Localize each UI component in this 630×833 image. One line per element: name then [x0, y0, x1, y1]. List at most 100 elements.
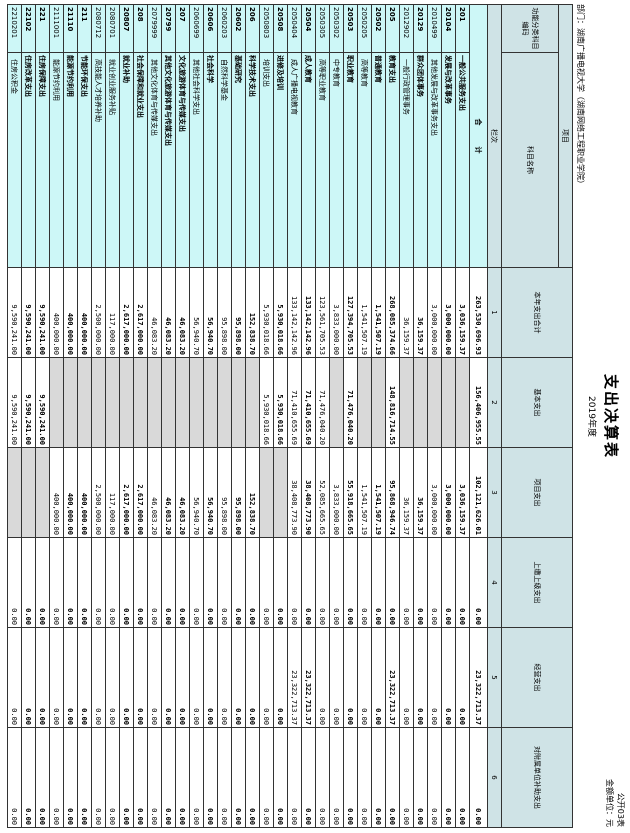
table-row: 20104 发展与改革事务 3,000,000.00 3,000,000.00 0.00…: [441, 4, 456, 828]
row-code: 2080712: [91, 4, 106, 53]
row-code: 20504: [301, 4, 316, 53]
row-code: 221: [35, 4, 50, 53]
table-row: 2060203 自然科学基金 95,898.00 95,898.00 0.00 0.00 0…: [217, 4, 232, 828]
table-row: 20602 基础研究 95,898.00 95,898.00 0.00 0.00 0.00: [231, 4, 246, 828]
table-row: 20807 就业补助 2,617,000.00 2,617,000.00 0.00 0.0…: [119, 4, 134, 828]
header-code: 功能分类科目编码: [501, 4, 559, 53]
amount-unit: 金额单位：元: [605, 779, 614, 827]
cell-3: [21, 447, 36, 538]
row-code: 20104: [441, 4, 456, 53]
row-name: 科学技术支出: [245, 52, 260, 268]
row-code: 20503: [343, 4, 358, 53]
cell-2: [441, 357, 456, 448]
cell-6: 0.00: [119, 727, 134, 828]
header-name: 科目名称: [501, 52, 559, 268]
cell-3: 46,083.20: [175, 447, 190, 538]
cell-5: 23,322,713.37: [287, 627, 302, 728]
cell-4: 0.00: [357, 537, 372, 628]
cell-2: 156,406,955.55: [469, 357, 488, 448]
cell-3: 400,000.00: [77, 447, 92, 538]
table-row: 2111001 能源节约利用 400,000.00 400,000.00 0.00 0.0…: [49, 4, 64, 828]
cell-4: 0.00: [385, 537, 400, 628]
cell-1: 56,940.70: [203, 267, 218, 358]
cell-1: 2,500,000.00: [91, 267, 106, 358]
col-header-3: 项目支出: [501, 447, 573, 538]
cell-2: [119, 357, 134, 448]
row-name: 基础研究: [231, 52, 246, 268]
row-name: 社会科学: [203, 52, 218, 268]
cell-6: 0.00: [21, 727, 36, 828]
cell-1: 400,000.00: [49, 267, 64, 358]
cell-4: 0.00: [21, 537, 36, 628]
cell-2: 71,410,655.69: [287, 357, 302, 448]
col-header-4: 上缴上级支出: [501, 537, 573, 628]
cell-3: 95,868,946.74: [385, 447, 400, 538]
table-row: 2050803 培训支出 5,930,018.66 5,930,018.66 0.00 0…: [259, 4, 274, 828]
col-number-4: 4: [487, 537, 502, 628]
fiscal-year: 2019年度: [586, 396, 596, 437]
cell-4: 0.00: [469, 537, 488, 628]
row-name: 住房改革支出: [21, 52, 36, 268]
table-row: 20606 社会科学 56,940.70 56,940.70 0.00 0.00 0.00: [203, 4, 218, 828]
cell-4: 0.00: [301, 537, 316, 628]
row-name: 成人教育: [301, 52, 316, 268]
cell-4: 0.00: [231, 537, 246, 628]
table-row: 205 教育支出 268,085,374.66 148,816,714.55 95,86…: [385, 4, 400, 828]
cell-4: 0.00: [105, 537, 120, 628]
cell-3: 1,541,507.19: [371, 447, 386, 538]
cell-1: 152,838.70: [245, 267, 260, 358]
cell-2: [329, 357, 344, 448]
cell-4: 0.00: [161, 537, 176, 628]
cell-6: 0.00: [301, 727, 316, 828]
cell-4: 0.00: [217, 537, 232, 628]
cell-5: 0.00: [147, 627, 162, 728]
cell-4: 0.00: [175, 537, 190, 628]
cell-3: 46,083.20: [147, 447, 162, 538]
col-number-5: 5: [487, 627, 502, 728]
table-row: 22102 住房改革支出 9,590,241.00 9,590,241.00 0.00 0…: [21, 4, 36, 828]
cell-2: 9,590,241.00: [35, 357, 50, 448]
cell-1: 95,898.00: [231, 267, 246, 358]
cell-5: 0.00: [329, 627, 344, 728]
total-row: 合 计 263,530,696.93 156,406,955.55 102,121,6…: [469, 4, 488, 828]
cell-2: [133, 357, 148, 448]
cell-5: 0.00: [7, 627, 22, 728]
cell-2: 71,476,040.20: [315, 357, 330, 448]
cell-5: 0.00: [91, 627, 106, 728]
cell-4: 0.00: [315, 537, 330, 628]
cell-3: 1,541,507.19: [357, 447, 372, 538]
cell-6: 0.00: [189, 727, 204, 828]
row-name: 其他发展与改革事务支出: [427, 52, 442, 268]
cell-4: 0.00: [287, 537, 302, 628]
cell-6: 0.00: [455, 727, 470, 828]
table-row: 208 社会保障和就业支出 2,617,000.00 2,617,000.00 0.00…: [133, 4, 148, 828]
col-header-6: 对附属单位补助支出: [501, 727, 573, 828]
col-header-5: 经营支出: [501, 627, 573, 728]
cell-6: 0.00: [175, 727, 190, 828]
cell-6: 0.00: [133, 727, 148, 828]
cell-1: 9,590,241.00: [35, 267, 50, 358]
cell-4: 0.00: [413, 537, 428, 628]
cell-1: 1,541,507.19: [371, 267, 386, 358]
cell-4: 0.00: [77, 537, 92, 628]
cell-3: 52,085,665.65: [315, 447, 330, 538]
cell-2: 9,590,241.00: [21, 357, 36, 448]
table-row: 20503 职业教育 127,394,705.53 71,476,040.20 55,9…: [343, 4, 358, 828]
table-row: 2050205 高等教育 1,541,507.19 1,541,507.19 0.00 0…: [357, 4, 372, 828]
cell-4: 0.00: [91, 537, 106, 628]
table-row: 207 文化旅游体育与传媒支出 46,083.20 46,083.20 0.00 0.00…: [175, 4, 190, 828]
cell-3: 55,918,665.65: [343, 447, 358, 538]
cell-6: 0.00: [315, 727, 330, 828]
cell-6: 0.00: [259, 727, 274, 828]
row-code: 2111001: [49, 4, 64, 53]
row-name: 职业教育: [343, 52, 358, 268]
cell-5: 0.00: [343, 627, 358, 728]
cell-4: 0.00: [35, 537, 50, 628]
cell-1: 3,000,000.00: [441, 267, 456, 358]
row-name: 发展与改革事务: [441, 52, 456, 268]
cell-4: 0.00: [49, 537, 64, 628]
cell-6: 0.00: [413, 727, 428, 828]
cell-6: 0.00: [49, 727, 64, 828]
cell-2: [105, 357, 120, 448]
cell-4: 0.00: [371, 537, 386, 628]
